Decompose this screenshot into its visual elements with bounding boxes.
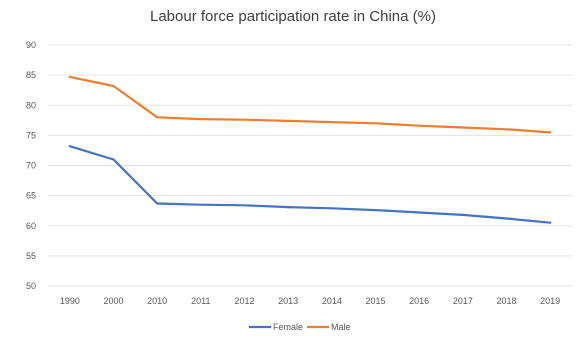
y-tick-label-55: 55 <box>26 251 36 261</box>
chart-title: Labour force participation rate in China… <box>150 8 436 25</box>
y-tick-label-65: 65 <box>26 191 36 201</box>
x-tick-label-2013: 2013 <box>278 296 298 306</box>
x-tick-label-2016: 2016 <box>409 296 429 306</box>
legend-label-male: Male <box>331 322 351 332</box>
series-line-male <box>68 75 552 134</box>
y-tick-label-50: 50 <box>26 281 36 291</box>
y-tick-label-70: 70 <box>26 161 36 171</box>
gridlines <box>48 44 572 287</box>
legend: Female Male <box>249 322 351 332</box>
series-line-female <box>68 145 552 224</box>
x-tick-label-2000: 2000 <box>103 296 123 306</box>
x-tick-label-2012: 2012 <box>234 296 254 306</box>
x-tick-label-2010: 2010 <box>147 296 167 306</box>
x-tick-label-2015: 2015 <box>365 296 385 306</box>
y-tick-label-60: 60 <box>26 221 36 231</box>
y-tick-label-85: 85 <box>26 70 36 80</box>
y-axis-ticks: 50 55 60 65 70 75 80 85 90 <box>26 40 36 291</box>
x-tick-label-2017: 2017 <box>453 296 473 306</box>
x-tick-label-2014: 2014 <box>322 296 342 306</box>
y-tick-label-80: 80 <box>26 100 36 110</box>
x-axis-ticks: 1990 2000 2010 2011 2012 2013 2014 2015 2016 2017… <box>60 296 560 306</box>
y-tick-label-75: 75 <box>26 130 36 140</box>
y-tick-label-90: 90 <box>26 40 36 50</box>
series-lines <box>68 75 552 224</box>
x-tick-label-2018: 2018 <box>496 296 516 306</box>
legend-label-female: Female <box>273 322 303 332</box>
x-tick-label-1990: 1990 <box>60 296 80 306</box>
x-tick-label-2019: 2019 <box>540 296 560 306</box>
x-tick-label-2011: 2011 <box>191 296 210 306</box>
